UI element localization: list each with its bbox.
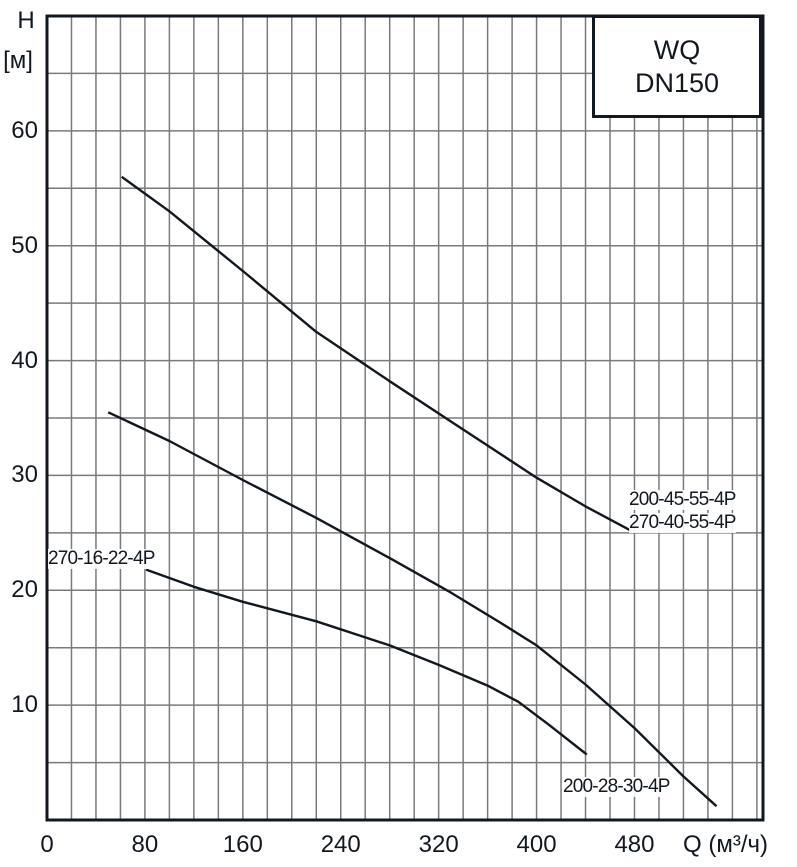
- chart-title-line-1: WQ: [653, 34, 701, 65]
- x-axis-label: Q (м³/ч): [683, 833, 768, 857]
- x-tick-label: 160: [222, 831, 263, 858]
- curve-label-200-28-30: 200-28-30-4P: [563, 776, 670, 797]
- curve-label-270-40-55: 270-40-55-4P: [629, 512, 736, 533]
- x-axis-symbol: Q: [683, 831, 702, 858]
- x-tick-label: 320: [418, 831, 459, 858]
- chart-title-box: WQ DN150: [592, 15, 762, 118]
- y-tick-label: 30: [11, 461, 38, 489]
- pump-curve-0: [120, 175, 632, 532]
- x-tick-label: 0: [40, 831, 54, 858]
- chart-title-line-2: DN150: [634, 67, 720, 98]
- x-axis-unit: (м³/ч): [708, 831, 768, 858]
- x-tick-label: 80: [131, 831, 159, 858]
- curve-label-270-16-22: 270-16-22-4P: [48, 548, 155, 569]
- curves: [107, 175, 718, 808]
- x-tick-label: 400: [516, 831, 557, 858]
- y-tick-label: 20: [11, 576, 38, 604]
- y-tick-label: 50: [11, 231, 38, 259]
- y-tick-label: 40: [11, 346, 38, 374]
- curve-label-200-45-55: 200-45-55-4P: [629, 489, 736, 510]
- pump-curve-2: [145, 568, 588, 756]
- y-axis-symbol: H: [17, 7, 35, 34]
- x-tick-label: 480: [614, 831, 655, 858]
- plot-frame: [45, 14, 765, 822]
- x-tick-label: 240: [320, 831, 361, 858]
- grid-lines: [47, 16, 763, 820]
- pump-curve-1: [107, 411, 718, 808]
- y-axis-unit: [м]: [3, 47, 33, 74]
- y-tick-label: 60: [11, 116, 38, 144]
- y-tick-label: 10: [11, 691, 38, 719]
